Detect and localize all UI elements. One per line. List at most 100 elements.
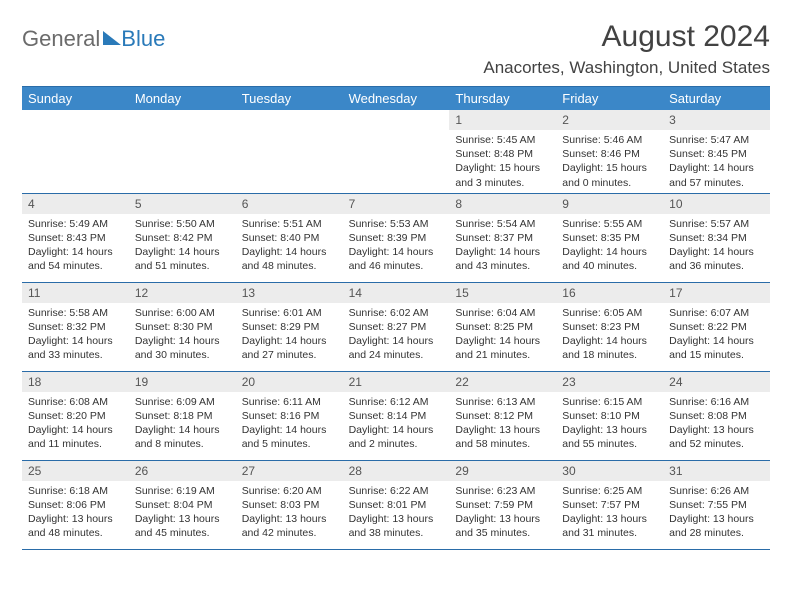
day-body: Sunrise: 6:12 AMSunset: 8:14 PMDaylight:… xyxy=(343,392,450,455)
sunset-text: Sunset: 8:25 PM xyxy=(455,320,550,334)
week-row: 4Sunrise: 5:49 AMSunset: 8:43 PMDaylight… xyxy=(22,194,770,283)
day-body: Sunrise: 6:05 AMSunset: 8:23 PMDaylight:… xyxy=(556,303,663,366)
sunset-text: Sunset: 8:22 PM xyxy=(669,320,764,334)
daylight-text: Daylight: 14 hours and 27 minutes. xyxy=(242,334,337,362)
sunset-text: Sunset: 7:59 PM xyxy=(455,498,550,512)
sunrise-text: Sunrise: 6:08 AM xyxy=(28,395,123,409)
day-cell: 31Sunrise: 6:26 AMSunset: 7:55 PMDayligh… xyxy=(663,461,770,549)
day-cell: 30Sunrise: 6:25 AMSunset: 7:57 PMDayligh… xyxy=(556,461,663,549)
day-number: 15 xyxy=(449,283,556,303)
day-header: Sunday xyxy=(22,87,129,110)
sunrise-text: Sunrise: 6:13 AM xyxy=(455,395,550,409)
daylight-text: Daylight: 14 hours and 51 minutes. xyxy=(135,245,230,273)
day-number: 26 xyxy=(129,461,236,481)
sunset-text: Sunset: 8:29 PM xyxy=(242,320,337,334)
day-header: Friday xyxy=(556,87,663,110)
sunrise-text: Sunrise: 6:04 AM xyxy=(455,306,550,320)
day-cell: 2Sunrise: 5:46 AMSunset: 8:46 PMDaylight… xyxy=(556,110,663,193)
daylight-text: Daylight: 14 hours and 54 minutes. xyxy=(28,245,123,273)
day-cell: 7Sunrise: 5:53 AMSunset: 8:39 PMDaylight… xyxy=(343,194,450,282)
day-cell: 16Sunrise: 6:05 AMSunset: 8:23 PMDayligh… xyxy=(556,283,663,371)
day-cell: 28Sunrise: 6:22 AMSunset: 8:01 PMDayligh… xyxy=(343,461,450,549)
daylight-text: Daylight: 14 hours and 43 minutes. xyxy=(455,245,550,273)
week-row: 1 Sunrise: 5:45 AMSunset: 8:48 PM Daylight… xyxy=(22,110,770,194)
sunset-text: Sunset: 8:30 PM xyxy=(135,320,230,334)
day-number: 6 xyxy=(236,194,343,214)
sunset-text: Sunset: 7:55 PM xyxy=(669,498,764,512)
daylight-text: Daylight: 14 hours and 8 minutes. xyxy=(135,423,230,451)
day-number: 17 xyxy=(663,283,770,303)
day-header: Saturday xyxy=(663,87,770,110)
daylight-text: Daylight: 14 hours and 33 minutes. xyxy=(28,334,123,362)
day-body: Sunrise: 5:57 AMSunset: 8:34 PMDaylight:… xyxy=(663,214,770,277)
sunset-text: Sunset: 8:12 PM xyxy=(455,409,550,423)
day-number: 27 xyxy=(236,461,343,481)
sunrise-text: Sunrise: 6:12 AM xyxy=(349,395,444,409)
daylight-text: Daylight: 13 hours and 45 minutes. xyxy=(135,512,230,540)
day-cell: 27Sunrise: 6:20 AMSunset: 8:03 PMDayligh… xyxy=(236,461,343,549)
sunset-text: Sunset: 8:48 PM xyxy=(455,147,550,161)
daylight-text: Daylight: 14 hours and 30 minutes. xyxy=(135,334,230,362)
day-body: Sunrise: 6:20 AMSunset: 8:03 PMDaylight:… xyxy=(236,481,343,544)
day-number: 5 xyxy=(129,194,236,214)
sunset-text: Sunset: 8:10 PM xyxy=(562,409,657,423)
sunset-text: Sunset: 8:01 PM xyxy=(349,498,444,512)
sunrise-text: Sunrise: 5:50 AM xyxy=(135,217,230,231)
day-number: 24 xyxy=(663,372,770,392)
sunset-text: Sunset: 8:32 PM xyxy=(28,320,123,334)
day-header: Tuesday xyxy=(236,87,343,110)
sunrise-text: Sunrise: 6:00 AM xyxy=(135,306,230,320)
sunrise-text: Sunrise: 5:47 AM xyxy=(669,133,764,147)
day-number: 16 xyxy=(556,283,663,303)
sunset-text: Sunset: 8:08 PM xyxy=(669,409,764,423)
day-body: Sunrise: 6:02 AMSunset: 8:27 PMDaylight:… xyxy=(343,303,450,366)
sunrise-text: Sunrise: 6:11 AM xyxy=(242,395,337,409)
sunrise-text: Sunrise: 6:19 AM xyxy=(135,484,230,498)
day-cell: 23Sunrise: 6:15 AMSunset: 8:10 PMDayligh… xyxy=(556,372,663,460)
day-cell: 15 Sunrise: 6:04 AMSunset: 8:25 PMDayligh… xyxy=(449,283,556,371)
sunset-text: Sunset: 8:40 PM xyxy=(242,231,337,245)
daylight-text: Daylight: 13 hours and 52 minutes. xyxy=(669,423,764,451)
day-number: 28 xyxy=(343,461,450,481)
day-number: 11 xyxy=(22,283,129,303)
day-cell xyxy=(129,110,236,193)
day-body xyxy=(129,130,236,136)
daylight-text: Daylight: 14 hours and 46 minutes. xyxy=(349,245,444,273)
day-header: Monday xyxy=(129,87,236,110)
logo-text-general: General xyxy=(22,26,100,52)
daylight-text: Daylight: 14 hours and 21 minutes. xyxy=(455,334,550,362)
day-cell: 22Sunrise: 6:13 AMSunset: 8:12 PMDayligh… xyxy=(449,372,556,460)
day-number: 21 xyxy=(343,372,450,392)
day-number: 9 xyxy=(556,194,663,214)
logo-text-blue: Blue xyxy=(121,26,165,52)
sunrise-text: Sunrise: 5:55 AM xyxy=(562,217,657,231)
day-number: 23 xyxy=(556,372,663,392)
sunset-text: Sunset: 8:37 PM xyxy=(455,231,550,245)
sunrise-text: Sunrise: 6:15 AM xyxy=(562,395,657,409)
day-cell: 1Sunrise: 5:45 AMSunset: 8:48 PMDaylight… xyxy=(449,110,556,193)
day-body: Sunrise: 6:15 AMSunset: 8:10 PMDaylight:… xyxy=(556,392,663,455)
daylight-text: Daylight: 13 hours and 58 minutes. xyxy=(455,423,550,451)
sunrise-text: Sunrise: 5:53 AM xyxy=(349,217,444,231)
sunset-text: Sunset: 8:06 PM xyxy=(28,498,123,512)
day-body: Sunrise: 6:11 AMSunset: 8:16 PMDaylight:… xyxy=(236,392,343,455)
day-body: Sunrise: 5:54 AMSunset: 8:37 PMDaylight:… xyxy=(449,214,556,277)
calendar: Sunday Monday Tuesday Wednesday Thursday… xyxy=(22,86,770,550)
day-cell: 18Sunrise: 6:08 AMSunset: 8:20 PMDayligh… xyxy=(22,372,129,460)
day-body: Sunrise: 6:01 AMSunset: 8:29 PMDaylight:… xyxy=(236,303,343,366)
day-cell xyxy=(236,110,343,193)
sunrise-text: Sunrise: 6:26 AM xyxy=(669,484,764,498)
sunrise-text: Sunrise: 5:45 AM xyxy=(455,133,550,147)
day-cell: 8Sunrise: 5:54 AMSunset: 8:37 PMDaylight… xyxy=(449,194,556,282)
day-cell: 24Sunrise: 6:16 AMSunset: 8:08 PMDayligh… xyxy=(663,372,770,460)
day-number: 1 xyxy=(449,110,556,130)
sunrise-text: Sunrise: 5:58 AM xyxy=(28,306,123,320)
sunrise-text: Sunrise: 5:57 AM xyxy=(669,217,764,231)
day-body: Sunrise: 5:47 AMSunset: 8:45 PMDaylight:… xyxy=(663,130,770,193)
day-header: Wednesday xyxy=(343,87,450,110)
day-number: 29 xyxy=(449,461,556,481)
day-cell: 4Sunrise: 5:49 AMSunset: 8:43 PMDaylight… xyxy=(22,194,129,282)
day-body: Sunrise: 6:08 AMSunset: 8:20 PMDaylight:… xyxy=(22,392,129,455)
day-cell xyxy=(22,110,129,193)
daylight-text: Daylight: 15 hours and 0 minutes. xyxy=(562,161,657,189)
